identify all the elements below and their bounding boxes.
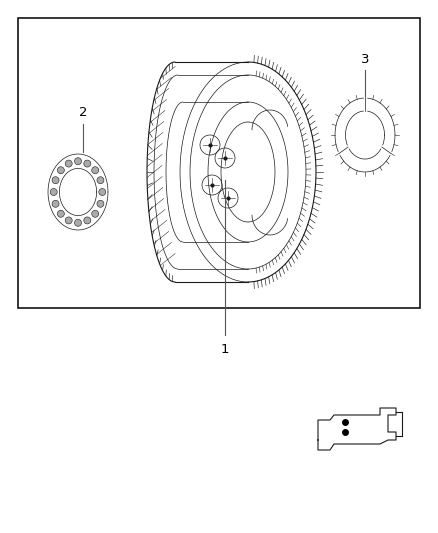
Circle shape [84,217,91,224]
Circle shape [92,167,99,174]
Circle shape [84,160,91,167]
Circle shape [97,177,104,184]
Circle shape [74,219,81,227]
Circle shape [65,160,72,167]
Circle shape [52,177,59,184]
Circle shape [97,200,104,207]
Circle shape [52,200,59,207]
Bar [18,18,420,308]
Text: 1: 1 [221,343,229,356]
Circle shape [65,217,72,224]
Circle shape [57,167,64,174]
Text: 2: 2 [79,106,87,119]
Circle shape [57,210,64,217]
Circle shape [99,189,106,196]
Circle shape [74,158,81,165]
Circle shape [92,210,99,217]
Circle shape [50,189,57,196]
Text: 3: 3 [361,53,369,66]
